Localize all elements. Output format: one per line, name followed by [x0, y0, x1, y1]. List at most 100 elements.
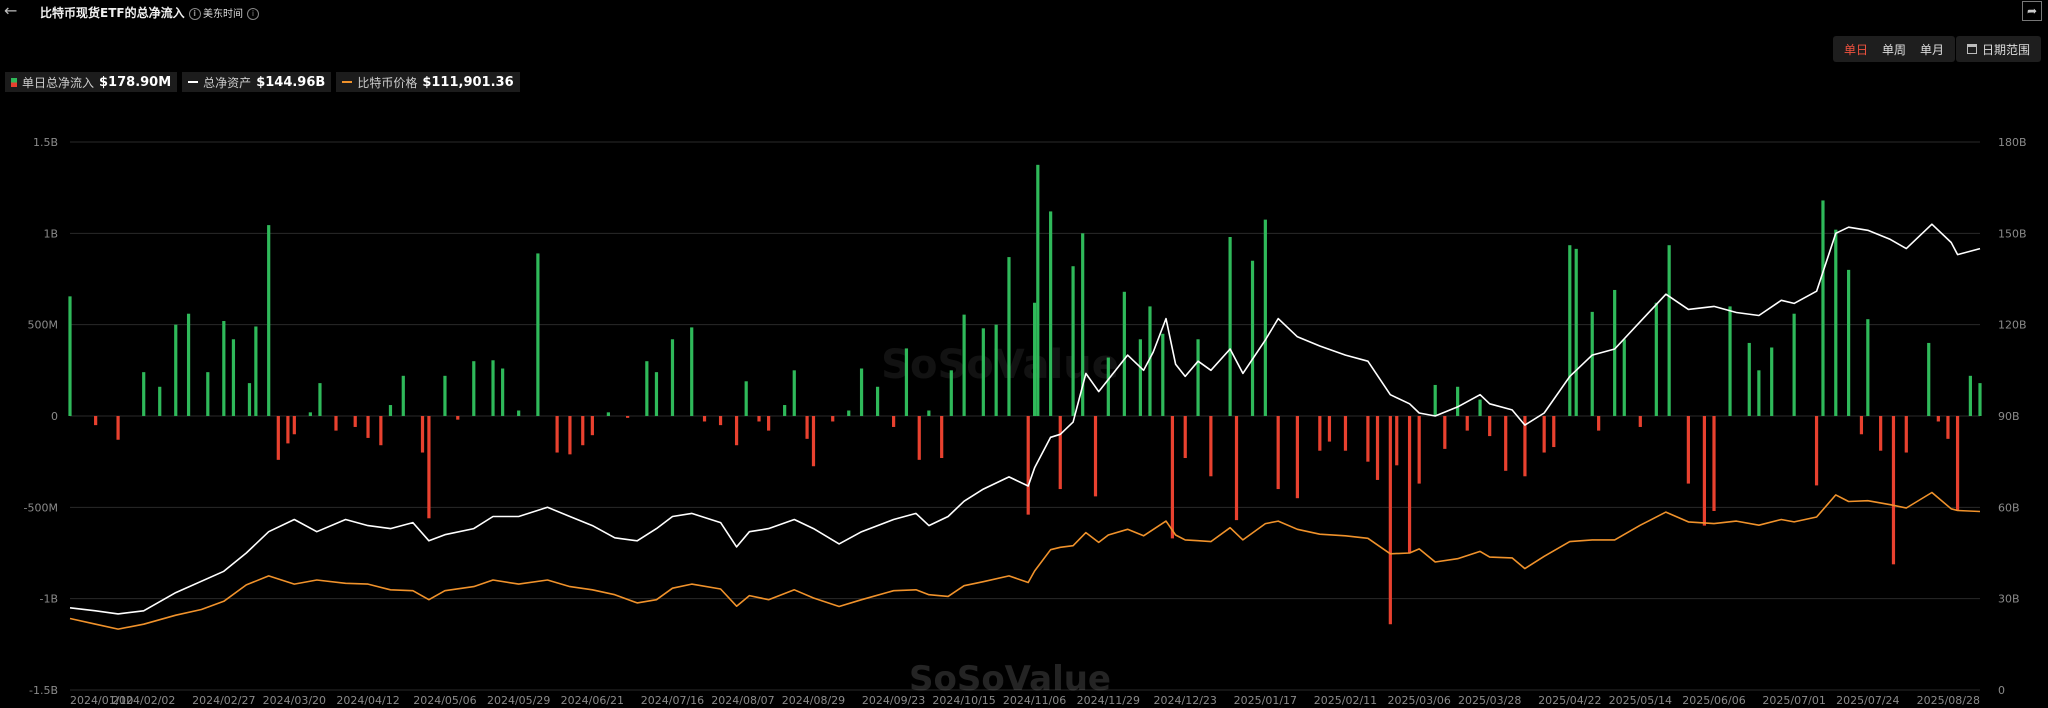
bar: [142, 372, 146, 416]
bar: [1234, 416, 1239, 521]
range-option-week[interactable]: 单周: [1882, 42, 1907, 57]
bar: [353, 416, 357, 427]
y-left-tick-label: 1.5B: [33, 136, 58, 149]
range-option-month[interactable]: 单月: [1920, 42, 1945, 57]
x-tick-label: 2025/02/11: [1314, 694, 1377, 707]
bar: [276, 416, 280, 460]
share-icon[interactable]: ➦: [2022, 1, 2042, 21]
x-tick-label: 2025/05/14: [1609, 694, 1672, 707]
bar: [1343, 416, 1348, 451]
y-right-tick-label: 90B: [1998, 410, 2020, 423]
bar: [626, 416, 630, 418]
top-bar: ← 比特币现货ETF的总净流入 i 美东时间 i ➦: [0, 0, 2048, 24]
bar: [805, 416, 809, 439]
bar: [1366, 416, 1370, 462]
legend-label: 比特币价格: [357, 75, 418, 90]
bar: [1093, 416, 1098, 497]
bar: [1946, 416, 1950, 439]
y-left-tick-label: -1B: [39, 593, 58, 606]
bar: [1667, 245, 1671, 416]
legend-swatch-bar: [11, 77, 17, 87]
bar: [401, 375, 405, 416]
bar: [1927, 342, 1931, 416]
bar: [1728, 306, 1732, 416]
bar: [1574, 248, 1578, 416]
x-tick-label: 2024/05/06: [413, 694, 476, 707]
bar: [1465, 416, 1469, 431]
bar: [388, 405, 393, 416]
bar: [1847, 269, 1851, 416]
bar: [811, 416, 816, 467]
y-right-tick-label: 150B: [1998, 227, 2027, 240]
bar: [1388, 416, 1392, 625]
x-tick-label: 2025/08/28: [1917, 694, 1980, 707]
x-tick-label: 2025/04/22: [1538, 694, 1601, 707]
y-right-tick-label: 0: [1998, 684, 2005, 697]
bar: [1504, 416, 1508, 471]
bar: [116, 416, 120, 440]
bar: [1638, 416, 1642, 427]
bar: [690, 327, 694, 416]
bar: [1478, 399, 1482, 416]
bar: [702, 416, 707, 422]
bar: [1138, 339, 1142, 416]
bar: [1712, 416, 1716, 511]
range-selector: 单日 单周 单月: [1833, 36, 1956, 62]
bar: [292, 416, 296, 435]
bar: [1904, 416, 1908, 453]
arrow-left-icon[interactable]: ←: [4, 1, 18, 20]
y-right-tick-label: 120B: [1998, 319, 2027, 332]
x-tick-label: 2024/08/07: [711, 694, 774, 707]
bar: [267, 225, 271, 416]
bar: [1033, 302, 1037, 416]
legend-item-daily-inflow[interactable]: 单日总净流入 $178.90M: [5, 72, 178, 92]
date-range-button[interactable]: 日期范围: [1956, 36, 2041, 62]
bar: [718, 416, 723, 426]
bar: [1375, 416, 1380, 480]
range-option-day[interactable]: 单日: [1844, 42, 1869, 57]
bar: [1978, 383, 1982, 416]
bar: [917, 416, 921, 460]
bar: [1417, 416, 1421, 484]
x-tick-label: 2024/09/23: [862, 694, 925, 707]
bar: [222, 321, 226, 416]
chart-legend: 单日总净流入 $178.90M 总净资产 $144.96B 比特币价格 $111…: [5, 72, 520, 92]
bar: [670, 339, 675, 416]
legend-item-btc-price[interactable]: 比特币价格 $111,901.36: [336, 72, 520, 92]
x-tick-label: 2025/01/17: [1234, 694, 1297, 707]
bar: [581, 416, 585, 446]
bar: [1859, 416, 1864, 435]
bar: [1456, 386, 1460, 416]
bar: [1250, 260, 1255, 416]
bar: [206, 372, 210, 416]
bar: [1122, 291, 1126, 416]
x-tick-label: 2024/06/21: [561, 694, 624, 707]
bar: [555, 416, 559, 453]
bar: [174, 324, 178, 416]
x-tick-label: 2025/07/01: [1762, 694, 1825, 707]
info-icon[interactable]: i: [247, 8, 259, 20]
legend-item-net-assets[interactable]: 总净资产 $144.96B: [182, 72, 332, 92]
bar: [1263, 219, 1267, 416]
bar: [1866, 319, 1870, 416]
bar: [536, 253, 540, 416]
bar: [892, 416, 896, 427]
bar: [1757, 370, 1761, 416]
bar: [1747, 342, 1751, 416]
bar: [734, 416, 739, 446]
bar: [1936, 416, 1940, 422]
y-left-tick-label: 0: [51, 410, 58, 423]
info-icon[interactable]: i: [188, 8, 201, 20]
y-right-tick-label: 60B: [1998, 501, 2020, 514]
bar: [1196, 339, 1200, 416]
date-range-label: 日期范围: [1981, 42, 2030, 57]
bar: [94, 416, 98, 426]
timezone-label[interactable]: 美东时间 i: [203, 5, 259, 20]
bar: [1622, 339, 1626, 416]
bar: [1955, 416, 1960, 511]
bar: [940, 416, 944, 459]
y-left-tick-label: -500M: [24, 501, 58, 514]
bar: [254, 326, 258, 416]
bar: [231, 339, 236, 416]
